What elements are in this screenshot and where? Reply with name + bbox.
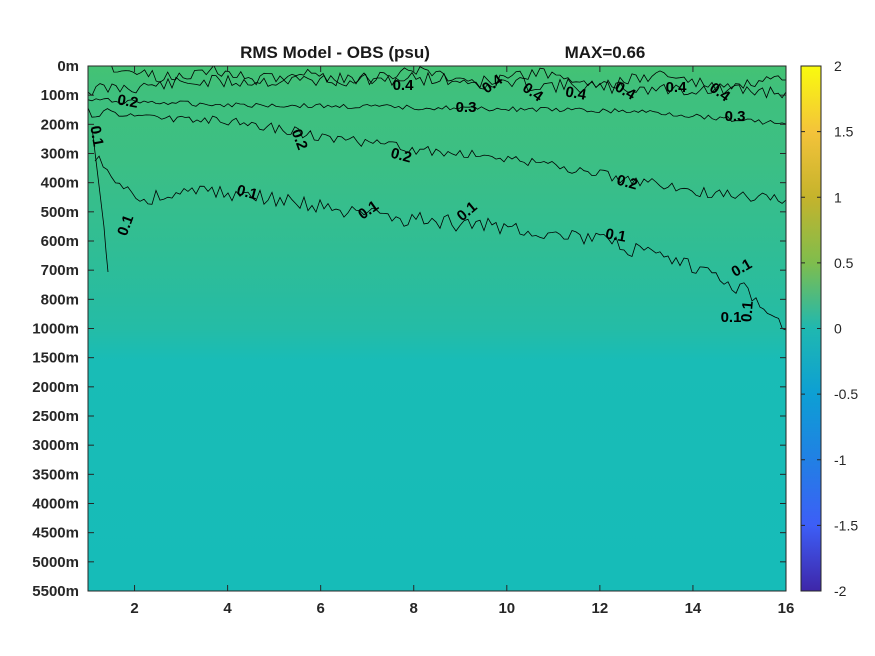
y-tick-label: 600m xyxy=(41,233,79,250)
y-tick-label: 500m xyxy=(41,204,79,221)
y-tick-label: 400m xyxy=(41,175,79,192)
chart-title: RMS Model - OBS (psu) xyxy=(240,43,430,62)
y-tick-label: 5000m xyxy=(32,554,79,571)
contour-label: 0.3 xyxy=(456,99,477,116)
contour-line-0.1 xyxy=(94,155,786,331)
contour-label: 0.3 xyxy=(725,108,746,125)
y-tick-label: 4500m xyxy=(32,525,79,542)
y-tick-label: 800m xyxy=(41,291,79,308)
x-tick-label: 6 xyxy=(316,600,324,617)
y-tick-label: 1000m xyxy=(32,321,79,338)
y-tick-label: 2500m xyxy=(32,408,79,425)
contour-label: 0.2 xyxy=(116,91,139,111)
contour-label: 0.2 xyxy=(389,145,414,167)
colorbar: 2 1.5 1 0.5 0 -0.5 -1 -1.5 -2 xyxy=(800,58,858,599)
contour-label: 0.1 xyxy=(235,182,260,204)
y-tick-label: 3000m xyxy=(32,437,79,454)
contour-label: 0.4 xyxy=(393,77,415,94)
y-tick-label: 3500m xyxy=(32,466,79,483)
colorbar-ticks: 2 1.5 1 0.5 0 -0.5 -1 -1.5 -2 xyxy=(801,58,858,599)
contour-line-0.3 xyxy=(88,97,786,125)
contour-label: 0.1 xyxy=(86,124,106,147)
plot-area: 0.4 0.4 0.4 0.4 0.4 0.4 0.40.2 0.30.30.1 0.20.20… xyxy=(32,58,794,617)
x-axis: 2 4 6 8 10 12 14 16 xyxy=(130,66,794,617)
contour-label: 0.4 xyxy=(666,79,688,96)
y-tick-label: 0m xyxy=(57,58,79,75)
contour-label: 0.1 xyxy=(604,225,627,245)
contour-label: 0.1 xyxy=(738,300,757,322)
field-background xyxy=(88,66,786,591)
max-label: MAX=0.66 xyxy=(565,43,646,62)
contour-line-0.1-west xyxy=(91,127,109,273)
colorbar-tick-label: -2 xyxy=(834,583,847,599)
contour-line-0.4-b xyxy=(111,66,786,92)
contour-line-0.2 xyxy=(88,107,786,204)
y-tick-label: 700m xyxy=(41,262,79,279)
colorbar-tick-label: -1 xyxy=(834,452,847,468)
colorbar-tick-label: 2 xyxy=(834,58,842,74)
contour-label: 0.2 xyxy=(615,172,640,194)
colorbar-tick-label: -0.5 xyxy=(834,386,858,402)
contour-line-0.4 xyxy=(88,71,786,99)
colorbar-tick-label: 0 xyxy=(834,321,842,337)
contour-lines xyxy=(88,66,786,331)
y-tick-label: 100m xyxy=(41,87,79,104)
x-tick-label: 16 xyxy=(778,600,795,617)
y-tick-label: 2000m xyxy=(32,379,79,396)
x-tick-label: 8 xyxy=(410,600,418,617)
y-tick-label: 5500m xyxy=(32,583,79,600)
x-tick-label: 10 xyxy=(498,600,515,617)
x-tick-label: 2 xyxy=(130,600,138,617)
y-axis: 0m 100m 200m 300m 400m 500m 600m 700m 800m 1000m 1… xyxy=(32,58,786,600)
contour-label: 0.1 xyxy=(721,309,742,326)
x-tick-label: 14 xyxy=(685,600,702,617)
contour-label: 0.1 xyxy=(114,213,137,238)
y-tick-label: 200m xyxy=(41,116,79,133)
colorbar-tick-label: 1.5 xyxy=(834,124,854,140)
colorbar-tick-label: 1 xyxy=(834,189,842,205)
x-tick-label: 4 xyxy=(223,600,232,617)
colorbar-tick-label: -1.5 xyxy=(834,517,858,533)
x-tick-label: 12 xyxy=(592,600,609,617)
contour-label: 0.4 xyxy=(564,83,588,103)
colorbar-tick-label: 0.5 xyxy=(834,255,854,271)
y-tick-label: 1500m xyxy=(32,350,79,367)
y-tick-label: 300m xyxy=(41,146,79,163)
y-tick-label: 4000m xyxy=(32,496,79,513)
contour-label: 0.2 xyxy=(288,127,311,152)
